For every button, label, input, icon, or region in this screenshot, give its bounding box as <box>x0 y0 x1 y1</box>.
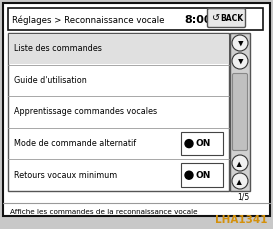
Text: ↺: ↺ <box>212 14 220 24</box>
FancyBboxPatch shape <box>3 3 270 216</box>
FancyBboxPatch shape <box>8 33 229 191</box>
Text: ON: ON <box>196 171 211 180</box>
FancyBboxPatch shape <box>230 33 250 191</box>
Text: Liste des commandes: Liste des commandes <box>14 44 102 53</box>
Text: Mode de commande alternatif: Mode de commande alternatif <box>14 139 136 148</box>
Text: Guide d'utilisation: Guide d'utilisation <box>14 76 87 85</box>
Circle shape <box>232 53 248 69</box>
Text: Retours vocaux minimum: Retours vocaux minimum <box>14 171 117 180</box>
Text: 8:00: 8:00 <box>184 15 212 25</box>
Text: ▶: ▶ <box>237 58 243 64</box>
Circle shape <box>185 140 193 148</box>
Circle shape <box>232 35 248 51</box>
Text: Affiche les commandes de la reconnaissance vocale: Affiche les commandes de la reconnaissan… <box>10 209 198 215</box>
FancyBboxPatch shape <box>181 132 223 155</box>
FancyBboxPatch shape <box>8 8 263 30</box>
Text: ▶: ▶ <box>237 40 243 46</box>
Text: ▶: ▶ <box>237 178 243 184</box>
FancyBboxPatch shape <box>9 33 228 64</box>
Text: 1/5: 1/5 <box>237 193 249 202</box>
FancyBboxPatch shape <box>207 8 245 27</box>
Text: Apprentissage commandes vocales: Apprentissage commandes vocales <box>14 107 157 117</box>
FancyBboxPatch shape <box>181 164 223 187</box>
Text: BACK: BACK <box>220 14 243 23</box>
Text: LHA1341: LHA1341 <box>215 215 268 225</box>
Circle shape <box>185 171 193 179</box>
Text: ▶: ▶ <box>237 160 243 166</box>
FancyBboxPatch shape <box>233 74 248 150</box>
Text: Réglages > Reconnaissance vocale: Réglages > Reconnaissance vocale <box>12 15 165 25</box>
Circle shape <box>232 155 248 171</box>
Circle shape <box>232 173 248 189</box>
Text: ON: ON <box>196 139 211 148</box>
